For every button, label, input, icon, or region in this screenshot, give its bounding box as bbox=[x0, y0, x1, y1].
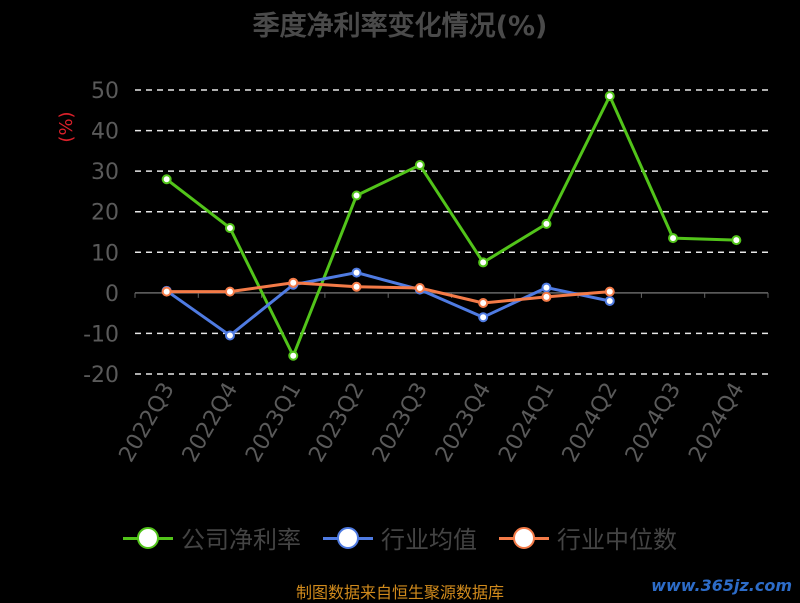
y-tick-label: 0 bbox=[105, 282, 119, 307]
data-point bbox=[224, 286, 235, 297]
x-tick-label: 2022Q3 bbox=[115, 379, 180, 467]
legend-marker-icon bbox=[499, 526, 549, 549]
y-tick-label: 20 bbox=[91, 201, 119, 226]
legend-label: 行业中位数 bbox=[557, 526, 677, 554]
x-tick-label: 2023Q3 bbox=[368, 378, 433, 466]
legend: 公司净利率 行业均值 行业中位数 bbox=[0, 520, 800, 555]
data-point bbox=[288, 350, 299, 361]
x-tick-label: 2023Q2 bbox=[304, 379, 369, 467]
legend-marker-icon bbox=[123, 526, 173, 549]
legend-label: 公司净利率 bbox=[181, 526, 301, 554]
x-tick-label: 2024Q1 bbox=[494, 379, 559, 467]
y-tick-label: 40 bbox=[91, 120, 119, 145]
y-tick-label: 50 bbox=[91, 79, 119, 104]
chart-title: 季度净利率变化情况(%) bbox=[252, 11, 548, 42]
data-point bbox=[414, 282, 425, 293]
x-tick-label: 2023Q1 bbox=[241, 379, 306, 467]
data-point bbox=[351, 267, 362, 278]
series-line bbox=[165, 94, 737, 358]
legend-item-company[interactable]: 公司净利率 bbox=[123, 520, 301, 555]
series-lines bbox=[161, 91, 742, 361]
data-point bbox=[541, 291, 552, 302]
x-tick-labels: 2022Q32022Q42023Q12023Q22023Q32023Q42024… bbox=[115, 378, 750, 466]
data-point bbox=[161, 174, 172, 185]
y-axis-label-group: (%) bbox=[56, 111, 77, 142]
legend-item-industry-median[interactable]: 行业中位数 bbox=[499, 520, 677, 555]
data-point bbox=[351, 281, 362, 292]
watermark: www.365jz.com bbox=[651, 576, 792, 595]
data-point bbox=[414, 160, 425, 171]
data-point bbox=[731, 235, 742, 246]
series-line bbox=[166, 281, 610, 305]
y-tick-label: 10 bbox=[91, 241, 119, 266]
data-point bbox=[604, 286, 615, 297]
y-tick-label: 30 bbox=[91, 160, 119, 185]
data-point bbox=[604, 295, 615, 306]
data-point bbox=[478, 298, 489, 308]
data-point bbox=[541, 218, 552, 229]
data-point bbox=[541, 282, 552, 293]
legend-marker-icon bbox=[323, 526, 373, 549]
data-point bbox=[478, 257, 489, 268]
data-point bbox=[224, 330, 235, 341]
x-tick-label: 2022Q4 bbox=[178, 379, 243, 467]
x-tick-label: 2024Q3 bbox=[621, 379, 686, 467]
x-tick-label: 2023Q4 bbox=[431, 379, 496, 467]
y-tick-label: -20 bbox=[83, 363, 119, 388]
legend-item-industry-mean[interactable]: 行业均值 bbox=[323, 520, 477, 555]
y-axis-label: (%) bbox=[56, 111, 77, 142]
source-footer: 制图数据来自恒生聚源数据库 bbox=[295, 583, 504, 602]
series-line bbox=[165, 271, 611, 337]
legend-label: 行业均值 bbox=[381, 526, 477, 554]
data-point bbox=[161, 286, 172, 297]
data-point bbox=[668, 233, 679, 244]
x-tick-label: 2024Q4 bbox=[684, 379, 749, 467]
x-tick-label: 2024Q2 bbox=[558, 379, 623, 467]
y-tick-labels: -20 -10 0 10 20 30 40 50 bbox=[83, 79, 119, 388]
data-point bbox=[604, 91, 615, 102]
data-point bbox=[288, 277, 299, 288]
data-point bbox=[351, 190, 362, 201]
data-point bbox=[224, 222, 235, 233]
y-tick-label: -10 bbox=[83, 322, 119, 347]
data-point bbox=[478, 312, 489, 323]
